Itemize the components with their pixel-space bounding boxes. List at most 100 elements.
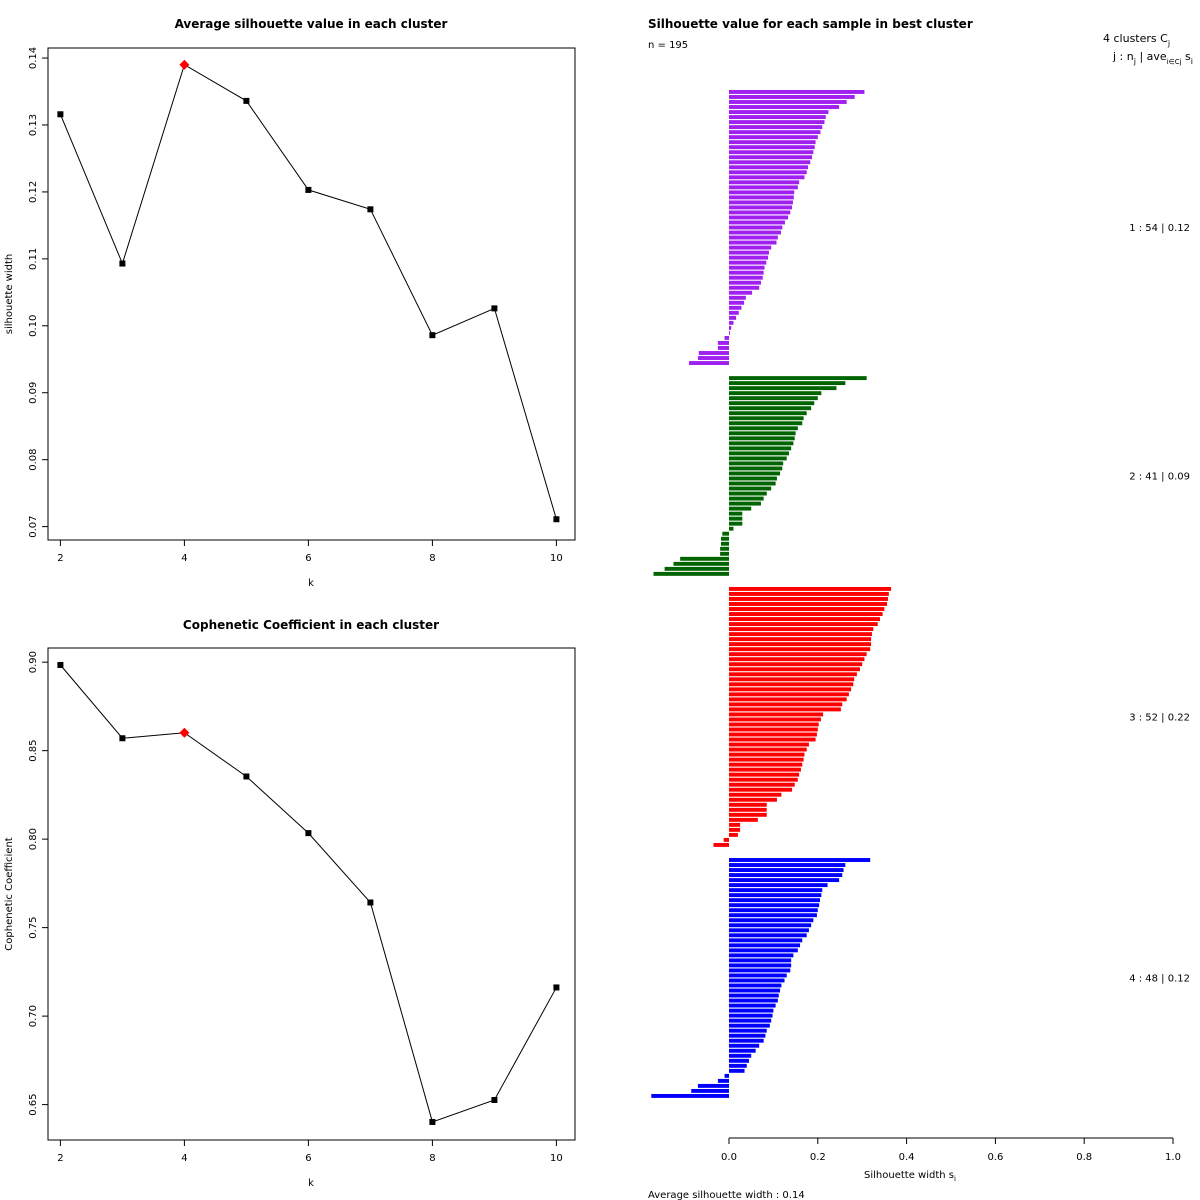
silhouette-sample-xtick-label: 0.4 [899, 1152, 915, 1163]
silhouette-bar-cluster-3 [729, 772, 800, 777]
silhouette-bar-cluster-3 [729, 787, 793, 792]
silhouette-bar-cluster-4 [729, 968, 791, 973]
silhouette-bar-cluster-1 [729, 315, 737, 320]
silhouette-avg-ytick-label: 0.08 [28, 449, 39, 471]
silhouette-bar-cluster-2 [729, 431, 796, 436]
cophenetic-panel: Cophenetic Coefficient in each cluster k… [4, 618, 576, 1189]
silhouette-bar-cluster-2 [729, 441, 794, 446]
silhouette-avg-ytick-label: 0.10 [28, 315, 39, 337]
silhouette-bar-cluster-3 [729, 591, 889, 596]
silhouette-bar-cluster-4 [729, 933, 807, 938]
silhouette-bar-cluster-4 [729, 858, 871, 862]
silhouette-bar-cluster-4 [729, 1013, 773, 1018]
silhouette-bar-cluster-1 [729, 140, 816, 145]
silhouette-bar-cluster-1 [729, 165, 809, 170]
silhouette-avg-data-point [491, 305, 498, 312]
silhouette-bar-cluster-3 [729, 742, 809, 747]
silhouette-bar-cluster-4 [729, 893, 822, 898]
cophenetic-xtick-label: 2 [57, 1153, 63, 1164]
silhouette-bar-cluster-3 [729, 667, 860, 672]
silhouette-bar-cluster-1 [689, 361, 729, 365]
silhouette-avg-ylabel: silhouette width [4, 254, 15, 334]
silhouette-bar-cluster-3 [729, 827, 741, 832]
cophenetic-ytick-label: 0.70 [28, 1005, 39, 1027]
silhouette-avg-plot-frame [47, 47, 576, 541]
silhouette-bar-cluster-3 [729, 682, 854, 687]
silhouette-sample-xtick-label: 0.0 [721, 1152, 737, 1163]
silhouette-bar-cluster-3 [729, 627, 874, 632]
silhouette-bar-cluster-4 [729, 1033, 766, 1038]
silhouette-bar-cluster-2 [729, 471, 781, 476]
silhouette-bar-cluster-2 [729, 391, 822, 396]
silhouette-bar-cluster-3 [729, 757, 804, 762]
silhouette-bar-cluster-1 [729, 280, 761, 285]
silhouette-bar-cluster-3 [729, 622, 878, 627]
average-silhouette-footer: Average silhouette width : 0.14 [648, 1190, 805, 1200]
cophenetic-ytick-label: 0.75 [28, 916, 39, 938]
sample-count-label: n = 195 [648, 40, 688, 51]
silhouette-sample-xtick-label: 1.0 [1165, 1152, 1181, 1163]
silhouette-bar-cluster-3 [729, 642, 872, 647]
silhouette-bar-cluster-4 [729, 953, 794, 958]
silhouette-bar-cluster-4 [729, 1058, 749, 1063]
silhouette-bar-cluster-3 [729, 672, 857, 677]
silhouette-bar-cluster-1 [729, 240, 777, 245]
silhouette-bar-cluster-4 [729, 943, 801, 948]
cluster-4-summary: 4 : 48 | 0.12 [1129, 974, 1190, 985]
silhouette-bar-cluster-4 [729, 1068, 745, 1073]
silhouette-bar-cluster-2 [729, 421, 803, 426]
cophenetic-series-line [60, 664, 557, 1123]
silhouette-avg-xtick-label: 8 [429, 553, 435, 564]
silhouette-bar-cluster-3 [729, 617, 880, 622]
silhouette-bar-cluster-4 [729, 973, 787, 978]
silhouette-sample-panel: Silhouette value for each sample in best… [648, 17, 1193, 1200]
silhouette-bar-cluster-2 [729, 416, 804, 421]
silhouette-sample-xtick-label: 0.2 [810, 1152, 826, 1163]
silhouette-bar-cluster-1 [729, 250, 769, 255]
silhouette-bar-cluster-3 [729, 597, 888, 601]
silhouette-bar-cluster-2 [720, 546, 729, 551]
cophenetic-plot-frame [47, 647, 576, 1141]
silhouette-bar-cluster-4 [729, 998, 778, 1003]
cophenetic-title: Cophenetic Coefficient in each cluster [183, 618, 439, 632]
silhouette-avg-panel: Average silhouette value in each cluster… [4, 17, 576, 589]
silhouette-bar-cluster-3 [729, 812, 767, 817]
silhouette-bar-cluster-2 [729, 451, 789, 456]
silhouette-bar-cluster-1 [729, 245, 772, 250]
silhouette-bar-cluster-3 [729, 737, 816, 742]
silhouette-avg-ytick-label: 0.09 [28, 382, 39, 404]
silhouette-bar-cluster-3 [729, 707, 841, 712]
silhouette-bar-cluster-2 [729, 376, 867, 381]
silhouette-bar-cluster-4 [729, 958, 792, 963]
silhouette-bar-cluster-4 [729, 948, 798, 953]
silhouette-bar-cluster-1 [729, 260, 767, 265]
silhouette-bar-cluster-2 [729, 461, 784, 466]
silhouette-bar-cluster-1 [729, 305, 742, 310]
silhouette-bar-cluster-1 [729, 120, 825, 125]
silhouette-bar-cluster-2 [729, 411, 807, 416]
silhouette-avg-data-point [119, 260, 126, 267]
silhouette-bar-cluster-1 [729, 135, 818, 140]
silhouette-avg-data-point [429, 332, 436, 339]
silhouette-bar-cluster-2 [729, 436, 795, 441]
silhouette-bar-cluster-3 [729, 652, 867, 657]
silhouette-bar-cluster-3 [729, 677, 855, 682]
silhouette-bar-cluster-2 [664, 566, 729, 571]
silhouette-bar-cluster-3 [729, 762, 803, 767]
silhouette-bar-cluster-3 [729, 767, 801, 772]
silhouette-bar-cluster-3 [729, 647, 871, 652]
silhouette-bar-cluster-2 [722, 531, 729, 536]
silhouette-bar-cluster-4 [729, 1048, 756, 1053]
silhouette-avg-xtick-label: 2 [57, 553, 63, 564]
silhouette-bar-cluster-2 [729, 511, 743, 516]
silhouette-bar-cluster-4 [724, 1073, 729, 1078]
silhouette-bar-cluster-4 [729, 888, 823, 893]
silhouette-bar-cluster-4 [729, 903, 820, 908]
silhouette-bar-cluster-3 [729, 637, 872, 642]
silhouette-bar-cluster-3 [729, 697, 847, 702]
silhouette-bar-cluster-4 [729, 938, 803, 943]
cophenetic-data-point [243, 773, 250, 780]
silhouette-bar-cluster-2 [729, 486, 772, 491]
silhouette-bar-cluster-1 [729, 170, 807, 175]
silhouette-bar-cluster-4 [691, 1088, 729, 1093]
